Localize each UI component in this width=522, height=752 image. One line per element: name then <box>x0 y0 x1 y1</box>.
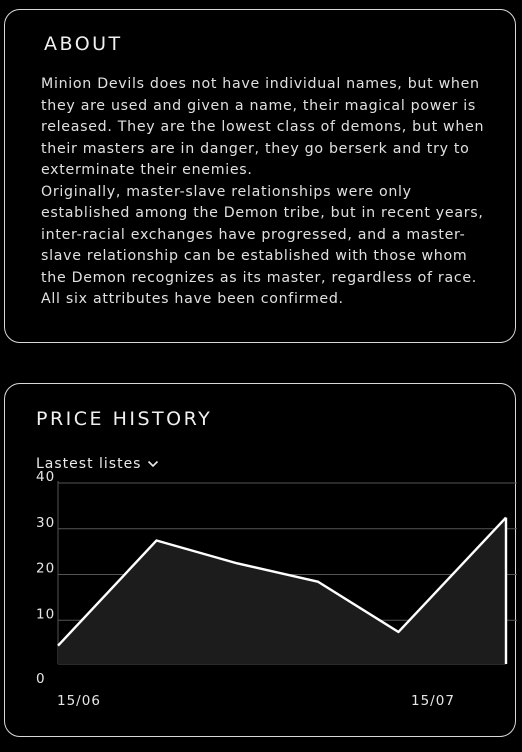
price-line <box>57 516 507 647</box>
y-tick-label: 10 <box>36 606 55 622</box>
about-title: ABOUT <box>44 33 123 55</box>
x-tick-label: 15/07 <box>411 693 455 709</box>
about-paragraph-1: Minion Devils does not have individual n… <box>41 76 485 178</box>
clipped-header-text <box>30 0 170 4</box>
x-tick-label: 15/06 <box>57 693 101 709</box>
price-history-title: PRICE HISTORY <box>36 408 213 430</box>
y-tick-label: 20 <box>36 561 55 577</box>
about-paragraph-2: Originally, master-slave relationships w… <box>41 183 484 308</box>
price-area-fill <box>58 517 506 664</box>
chevron-down-icon <box>147 460 159 468</box>
price-history-card: PRICE HISTORY Lastest listes 0 10 20 30 40 15… <box>4 383 517 737</box>
listing-filter-dropdown[interactable]: Lastest listes <box>36 456 159 472</box>
filter-label: Lastest listes <box>36 456 142 472</box>
y-tick-label: 0 <box>36 671 46 687</box>
price-history-chart: 0 10 20 30 40 15/06 15/07 <box>36 469 517 709</box>
y-tick-label: 40 <box>36 469 55 485</box>
about-description: Minion Devils does not have individual n… <box>41 74 491 311</box>
y-tick-label: 30 <box>36 515 55 531</box>
about-card: ABOUT Minion Devils does not have indivi… <box>4 9 516 343</box>
